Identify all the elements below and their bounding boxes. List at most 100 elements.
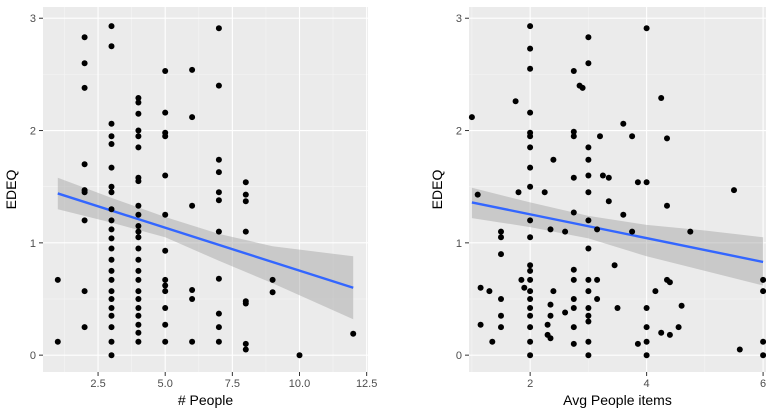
data-point	[135, 338, 142, 345]
x-tick-label: 5.0	[158, 378, 173, 390]
data-point	[108, 267, 115, 274]
data-point	[498, 296, 504, 302]
data-point	[135, 178, 142, 185]
data-point	[108, 206, 115, 213]
data-point	[468, 114, 475, 121]
data-point	[108, 23, 115, 30]
data-point	[585, 156, 592, 163]
data-point	[570, 68, 577, 74]
data-point	[585, 60, 592, 67]
data-point	[135, 234, 142, 241]
data-point	[527, 45, 534, 52]
data-point	[162, 338, 169, 345]
data-point	[620, 120, 627, 127]
data-point	[135, 321, 142, 328]
data-point	[597, 133, 603, 140]
x-tick-label: 4	[644, 378, 650, 390]
regression-line	[57, 192, 354, 289]
data-point	[189, 66, 196, 73]
data-point	[731, 187, 737, 194]
data-point	[108, 43, 115, 50]
data-point	[570, 324, 577, 331]
data-point	[135, 110, 142, 117]
data-point	[108, 164, 115, 171]
data-point	[527, 183, 534, 190]
data-points	[468, 23, 766, 359]
data-point	[550, 156, 557, 163]
y-tick-label: 2	[456, 126, 462, 138]
data-point	[498, 312, 504, 319]
data-point	[135, 211, 142, 218]
data-point	[570, 340, 577, 347]
data-point	[544, 321, 551, 328]
data-point	[760, 352, 766, 359]
data-point	[215, 338, 222, 345]
data-point	[585, 352, 592, 359]
data-point	[585, 172, 592, 179]
data-point	[54, 276, 61, 283]
data-point	[570, 209, 577, 216]
data-point	[515, 189, 522, 196]
data-point	[477, 284, 484, 291]
x-tick-label: 2	[527, 378, 533, 390]
y-tick-label: 3	[30, 13, 36, 25]
data-point	[135, 329, 142, 336]
data-point	[585, 245, 592, 252]
data-point	[189, 338, 196, 345]
data-point	[585, 312, 592, 319]
data-point	[215, 156, 222, 163]
data-point	[629, 133, 636, 140]
confidence-band-area	[57, 177, 354, 320]
data-point	[135, 127, 142, 134]
data-point	[527, 109, 534, 116]
data-point	[760, 276, 766, 283]
data-point	[643, 305, 650, 311]
data-point	[135, 223, 142, 229]
data-point	[527, 296, 534, 302]
fit-line	[57, 192, 354, 289]
gridlines	[43, 7, 368, 372]
data-point	[242, 198, 249, 205]
x-axis-title: # People	[178, 392, 233, 408]
data-point	[108, 288, 115, 295]
data-point	[664, 202, 670, 209]
data-point	[527, 338, 534, 345]
data-point	[296, 352, 303, 359]
data-point	[162, 321, 169, 328]
data-point	[108, 312, 115, 319]
data-point	[474, 191, 481, 198]
data-point	[658, 95, 665, 101]
axis-ticks: 2.5 5.0 7.5 10.0 12.5 0 1 2 3	[30, 13, 377, 390]
data-point	[108, 296, 115, 302]
data-point	[135, 228, 142, 235]
data-point	[135, 95, 142, 101]
data-point	[242, 300, 249, 307]
data-point	[486, 288, 493, 295]
data-point	[477, 321, 484, 328]
data-point	[135, 133, 142, 140]
data-point	[547, 312, 554, 319]
data-point	[570, 305, 577, 311]
data-point	[81, 324, 88, 331]
data-point	[678, 302, 685, 309]
data-point	[189, 296, 196, 302]
data-point	[269, 289, 276, 296]
data-point	[108, 189, 115, 196]
data-point	[135, 202, 142, 209]
data-point	[242, 228, 249, 235]
data-point	[512, 98, 519, 105]
data-point	[215, 25, 222, 32]
data-point	[189, 202, 196, 209]
data-point	[498, 251, 504, 258]
data-point	[547, 335, 554, 342]
y-axis-title: EDEQ	[429, 170, 445, 210]
x-tick-label: 6	[760, 378, 766, 390]
plot-panel-background	[43, 7, 368, 372]
data-point	[527, 312, 534, 319]
data-point	[736, 346, 743, 353]
data-point	[643, 338, 650, 345]
data-point	[666, 279, 673, 286]
data-point	[81, 217, 88, 224]
data-point	[550, 288, 557, 295]
